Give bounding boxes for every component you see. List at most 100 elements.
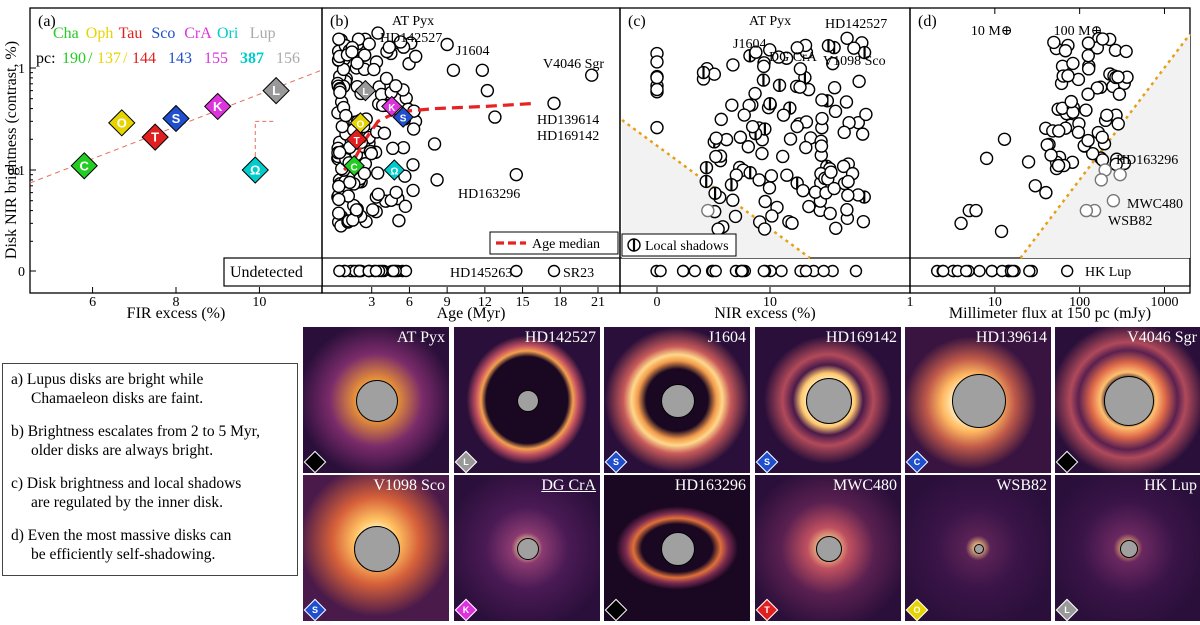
panel-a-marker-4: K — [204, 92, 232, 121]
region-badge: K — [454, 598, 478, 621]
panel-a-marker-3-letter: S — [172, 111, 181, 126]
panel-a-marker-3-shape — [162, 104, 190, 133]
panel-d-low-point-2 — [954, 216, 968, 231]
panel-d-undetected-0 — [973, 264, 986, 278]
panel-b-annot-hd163296: HD163296 — [458, 187, 520, 202]
panel-b-region-marker-3-letter: L — [362, 87, 368, 98]
region-badge: C — [905, 450, 929, 473]
image-tile-at-pyx: AT Pyx — [303, 327, 449, 473]
image-tile-label: HD142527 — [524, 329, 596, 346]
region-badge: S — [303, 598, 327, 621]
panel-a-marker-6-shape — [262, 76, 290, 105]
panel-a-marker-5-letter: Ω — [250, 163, 260, 178]
image-tile-wsb82: WSB82 O — [905, 475, 1051, 621]
panel-b-annot-atpyx: AT Pyx — [392, 14, 434, 29]
y-tick-label-2: 0 — [18, 265, 25, 280]
panel-d-point-55 — [1112, 87, 1127, 101]
panel-c-point-51 — [823, 206, 837, 221]
finding-c-line2: are regulated by the inner disk. — [31, 494, 223, 511]
panel-b-old-point-5 — [547, 96, 561, 111]
panel-c-point-126 — [765, 209, 779, 223]
y-tick-label-1: 0.1 — [8, 164, 26, 179]
panel-c-point-78 — [839, 95, 854, 109]
panel-d-point-44 — [1085, 146, 1100, 161]
panel-d-point-66 — [1081, 36, 1096, 50]
panel-d-point-51 — [1100, 108, 1114, 122]
image-tile-j1604: J1604 S — [604, 327, 750, 473]
panel-c-point-113 — [714, 112, 728, 127]
panel-c-legend-box — [621, 233, 737, 257]
panel-b-old-point-6 — [585, 68, 599, 82]
panel-b-region-marker-6-shape — [383, 159, 406, 181]
panel-b-region-marker-3: L — [354, 79, 377, 102]
panel-c-undetected-1 — [775, 264, 788, 278]
panel-b-point-141 — [332, 145, 347, 160]
image-tile-hd142527: HD142527 L — [454, 327, 600, 473]
panel-b-region-marker-5: S — [392, 106, 414, 128]
panel-c-point-21 — [855, 127, 870, 141]
panel-d-low-point-6 — [1028, 179, 1042, 193]
panel-d-mass-10: 10 M⊕ — [971, 24, 1013, 39]
coronagraph-mask — [661, 532, 695, 566]
region-legend-ori: Ori — [217, 25, 239, 42]
panel-d-annot-mwc480: MWC480 — [1127, 197, 1183, 212]
panel-c-undetected-9 — [849, 264, 863, 278]
panel-d-label: (d) — [918, 13, 937, 30]
finding-b-line2: older disks are always bright. — [31, 442, 214, 459]
panel-b-point-136 — [339, 108, 353, 123]
panel-d-annot-hd163296: HD163296 — [1116, 153, 1178, 168]
coronagraph-mask — [661, 384, 695, 418]
image-tile-v1098-sco: V1098 Sco S — [303, 475, 449, 621]
panel-c-point-82 — [802, 199, 816, 214]
panel-c-point-31 — [733, 130, 748, 144]
panel-d-point-52 — [1071, 125, 1086, 140]
panel-c-point-118 — [859, 107, 873, 122]
panel-c-point-97 — [852, 74, 866, 89]
panel-b-point-30 — [406, 158, 420, 172]
panel-c-point-72 — [827, 81, 842, 95]
panel-b-point-124 — [377, 126, 392, 140]
panel-c-point-103 — [763, 43, 777, 57]
coronagraph-mask — [952, 374, 1006, 428]
panel-b-region-marker-1: T — [345, 128, 368, 151]
pc-value-sco: 143 — [168, 50, 192, 67]
panel-c-undetected-22 — [757, 264, 771, 278]
panel-c-point-17 — [826, 56, 840, 71]
panel-c-point-93 — [828, 104, 843, 119]
panel-b-undetected-25 — [369, 264, 383, 278]
panel-b-annot-sr23: SR23 — [563, 266, 594, 281]
panel-d-point-61 — [1079, 103, 1093, 117]
region-badge-letter: S — [763, 457, 770, 467]
panel-b-xtick-label-2: 9 — [444, 295, 451, 310]
region-legend-tau: Tau — [119, 25, 143, 42]
panel-d-grey-point-1 — [1094, 173, 1108, 187]
panel-b-point-93 — [379, 71, 394, 86]
region-legend-oph: Oph — [86, 25, 114, 42]
panel-c-point-128 — [709, 131, 723, 145]
panel-d-point-68 — [1066, 56, 1080, 71]
panel-b-xtick-label-0: 3 — [368, 295, 375, 310]
panel-d-low-point-1 — [969, 203, 983, 218]
panel-b-point-149 — [349, 203, 364, 217]
panel-c-xtick-label-0: 0 — [654, 295, 661, 310]
finding-a-line2: Chamaeleon disks are faint. — [31, 390, 204, 407]
panel-b-label: (b) — [330, 13, 349, 30]
panel-b-point-13 — [406, 183, 420, 198]
panel-b-annot-v4046: V4046 Sgr — [543, 57, 604, 72]
panel-b-xtick-label-4: 15 — [516, 295, 530, 310]
panel-d-xtick-label-3: 1000 — [1150, 295, 1178, 310]
image-tile-hk-lup: HK Lup L — [1055, 475, 1200, 621]
region-legend-sco: Sco — [151, 25, 175, 42]
panel-d-point-64 — [1061, 69, 1075, 83]
panel-c-zero-point-7 — [650, 70, 664, 85]
pc-value-lup: 156 — [276, 50, 300, 67]
panel-b-age-median-line — [342, 101, 536, 172]
pc-prefix: pc: — [36, 50, 56, 67]
panel-b-undetected-12 — [399, 264, 413, 278]
panel-c-point-5 — [755, 146, 769, 161]
panel-c-point-64 — [752, 173, 766, 187]
panel-c-annot-dgcra: DG CrA — [769, 50, 818, 65]
image-tile-label: WSB82 — [996, 477, 1047, 494]
panel-b-point-99 — [371, 187, 385, 201]
panel-b-old-point-12 — [393, 35, 408, 49]
